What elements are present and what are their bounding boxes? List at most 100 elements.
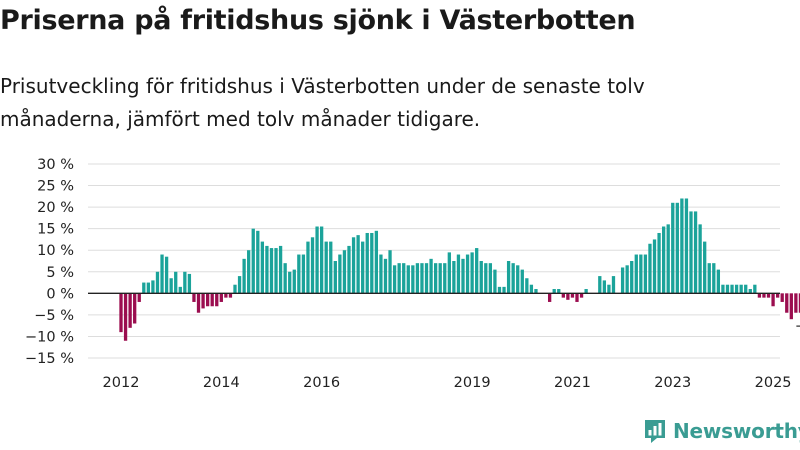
bar-negative <box>771 293 775 307</box>
bar-positive <box>675 202 679 294</box>
y-tick-label: 15 % <box>37 222 74 238</box>
bar-positive <box>744 284 748 294</box>
bar-positive <box>361 241 365 294</box>
bar-positive <box>438 263 442 294</box>
bar-positive <box>712 263 716 294</box>
bar-negative <box>123 293 128 341</box>
bar-positive <box>725 284 730 294</box>
bar-positive <box>693 211 698 294</box>
bar-positive <box>552 289 556 294</box>
bar-positive <box>739 284 743 294</box>
bar-chart: 30 % 25 % 20 % 15 % 10 % 5 % 0 % −5 % −10 % −15 %… <box>25 157 800 391</box>
bar-positive <box>689 211 693 294</box>
bar-negative <box>762 293 766 298</box>
bar-negative <box>137 293 141 302</box>
bar-positive <box>502 286 506 294</box>
y-tick-label: 10 % <box>37 243 74 259</box>
bar-positive <box>511 263 515 294</box>
chart-subtitle: Prisutveckling för fritidshus i Västerbo… <box>0 74 645 131</box>
bar-positive <box>151 280 155 294</box>
bar-positive <box>652 239 657 294</box>
bar-negative <box>224 293 228 298</box>
y-tick-label: −5 % <box>34 308 74 324</box>
bar-positive <box>707 263 711 294</box>
bar-positive <box>269 248 274 294</box>
bar-positive <box>260 241 265 294</box>
bar-positive <box>342 250 347 294</box>
bar-positive <box>351 237 356 294</box>
bar-positive <box>256 230 260 294</box>
bar-positive <box>278 245 283 294</box>
x-tick-label: 2014 <box>203 375 240 391</box>
bar-positive <box>160 254 164 294</box>
bar-negative <box>570 293 575 298</box>
bar-negative <box>579 293 584 298</box>
bar-positive <box>242 258 246 294</box>
bar-positive <box>388 250 392 294</box>
bar-negative <box>780 293 784 302</box>
bar-positive <box>392 265 397 294</box>
bar-negative <box>205 293 210 307</box>
bar-positive <box>178 286 182 294</box>
x-tick-label: 2019 <box>454 375 491 391</box>
bar-positive <box>516 265 520 294</box>
bar-positive <box>347 245 351 294</box>
bar-positive <box>470 252 474 294</box>
bar-positive <box>661 226 666 294</box>
bar-positive <box>187 273 192 294</box>
bar-positive <box>643 254 648 294</box>
bar-negative <box>128 293 132 328</box>
bar-positive <box>142 282 146 294</box>
bar-positive <box>557 289 561 294</box>
bar-positive <box>424 263 429 294</box>
bar-positive <box>283 263 287 294</box>
bar-positive <box>703 241 707 294</box>
brand-name: Newsworthy <box>673 419 800 443</box>
bar-positive <box>301 254 306 294</box>
bar-positive <box>379 254 383 294</box>
bar-positive <box>634 254 638 294</box>
bar-positive <box>452 261 456 294</box>
bar-positive <box>319 226 324 294</box>
bar-positive <box>383 258 388 294</box>
bar-negative <box>228 293 233 298</box>
bar-positive <box>456 254 461 294</box>
bar-positive <box>506 261 511 294</box>
y-tick-label: −15 % <box>25 351 74 367</box>
bar-negative <box>794 293 798 313</box>
x-tick-label: 2021 <box>554 375 591 391</box>
bar-negative <box>766 293 771 298</box>
bar-negative <box>210 293 214 307</box>
y-tick-label: 5 % <box>46 265 74 281</box>
bar-positive <box>433 263 438 294</box>
newsworthy-logo: Newsworthy <box>643 418 800 444</box>
x-tick-label: 2012 <box>103 375 140 391</box>
bar-positive <box>753 284 757 294</box>
bar-positive <box>607 284 611 294</box>
bar-positive <box>598 276 602 294</box>
bar-positive <box>233 284 237 294</box>
bar-positive <box>306 241 310 294</box>
bar-positive <box>520 269 524 294</box>
bar-positive <box>475 248 479 294</box>
bar-positive <box>666 224 670 294</box>
bar-positive <box>748 289 752 294</box>
bar-positive <box>630 261 634 294</box>
bar-positive <box>730 284 734 294</box>
bar-positive <box>465 254 470 294</box>
bar-positive <box>525 278 529 294</box>
bar-positive <box>329 241 333 294</box>
bar-negative <box>201 293 205 309</box>
bar-positive <box>529 284 534 294</box>
y-tick-label: 0 % <box>46 286 74 302</box>
bar-positive <box>648 243 652 294</box>
bar-positive <box>338 254 342 294</box>
x-tick-label: 2023 <box>654 375 691 391</box>
bar-positive <box>479 261 483 294</box>
bar-negative <box>757 293 762 298</box>
bar-positive <box>247 250 251 294</box>
bar-positive <box>680 198 684 294</box>
bar-negative <box>798 293 800 313</box>
y-tick-label: 25 % <box>37 179 74 195</box>
bar-positive <box>497 286 502 294</box>
